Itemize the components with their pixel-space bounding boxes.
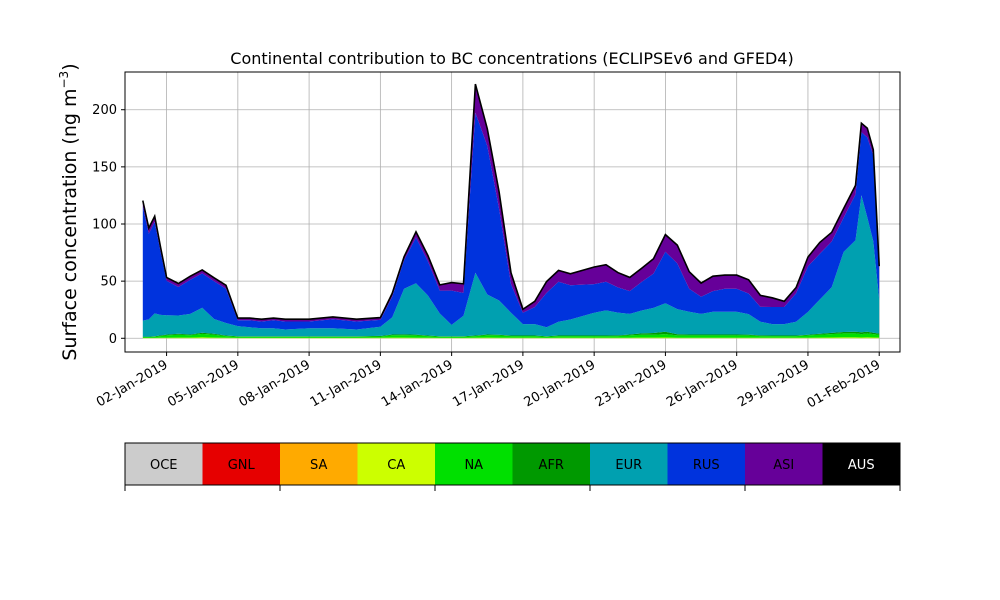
x-tick-label: 11-Jan-2019	[308, 357, 385, 410]
legend-swatch-oce	[125, 443, 203, 485]
x-tick-label: 23-Jan-2019	[593, 357, 670, 410]
x-tick-label: 08-Jan-2019	[237, 357, 314, 410]
legend-swatch-afr	[512, 443, 591, 485]
legend-label-eur: EUR	[615, 458, 642, 473]
total-concentration-line	[142, 83, 880, 321]
x-tick-label: 14-Jan-2019	[379, 357, 456, 410]
y-tick-label: 100	[92, 218, 117, 233]
y-axis-ticks: 0 50 100 150 200	[92, 103, 125, 347]
total-line	[142, 83, 880, 321]
y-tick-label: 0	[109, 332, 117, 347]
legend-swatch-ca	[357, 443, 436, 485]
legend-colorbar: OCE GNL SA CA NA AFR EUR RUS ASI AUS	[124, 442, 901, 491]
x-tick-label: 26-Jan-2019	[664, 357, 741, 410]
x-tick-label: 05-Jan-2019	[165, 357, 242, 410]
area-rus	[142, 112, 880, 330]
y-tick-label: 200	[92, 103, 117, 118]
area-eur	[142, 195, 880, 337]
legend-label-rus: RUS	[693, 458, 720, 473]
legend-frame	[124, 442, 901, 486]
legend-label-ca: CA	[387, 458, 405, 473]
y-axis-label: Surface concentration (ng m−3)	[57, 63, 81, 360]
legend-label-afr: AFR	[539, 458, 564, 473]
legend-swatch-asi	[745, 443, 823, 485]
plot-frame	[124, 71, 901, 353]
legend-label-aus: AUS	[848, 458, 875, 473]
x-tick-label: 17-Jan-2019	[450, 357, 527, 410]
legend-swatch-na	[435, 443, 513, 485]
legend-label-sa: SA	[310, 458, 327, 473]
chart-title: Continental contribution to BC concentra…	[230, 49, 793, 68]
y-axis-label-exponent: −3	[57, 71, 71, 89]
legend-swatch-gnl	[202, 443, 281, 485]
x-axis-ticks: 02-Jan-201905-Jan-201908-Jan-201911-Jan-…	[94, 352, 883, 411]
x-tick-label: 02-Jan-2019	[94, 357, 171, 410]
y-axis-label-close: )	[59, 63, 81, 70]
x-tick-label: 01-Feb-2019	[805, 357, 884, 411]
legend-label-asi: ASI	[773, 458, 794, 473]
stacked-areas	[142, 84, 880, 339]
area-na	[142, 333, 880, 338]
area-afr	[142, 331, 880, 337]
x-tick-label: 29-Jan-2019	[735, 357, 812, 410]
area-ca	[142, 337, 880, 339]
y-tick-label: 50	[100, 275, 117, 290]
legend-swatch-aus	[822, 443, 901, 485]
legend-swatch-eur	[590, 443, 668, 485]
y-tick-label: 150	[92, 160, 117, 175]
legend-label-na: NA	[464, 458, 483, 473]
legend-swatch-sa	[280, 443, 358, 485]
x-tick-label: 20-Jan-2019	[522, 357, 599, 410]
legend-swatch-rus	[667, 443, 746, 485]
legend-label-oce: OCE	[150, 458, 178, 473]
legend-label-gnl: GNL	[228, 458, 256, 473]
